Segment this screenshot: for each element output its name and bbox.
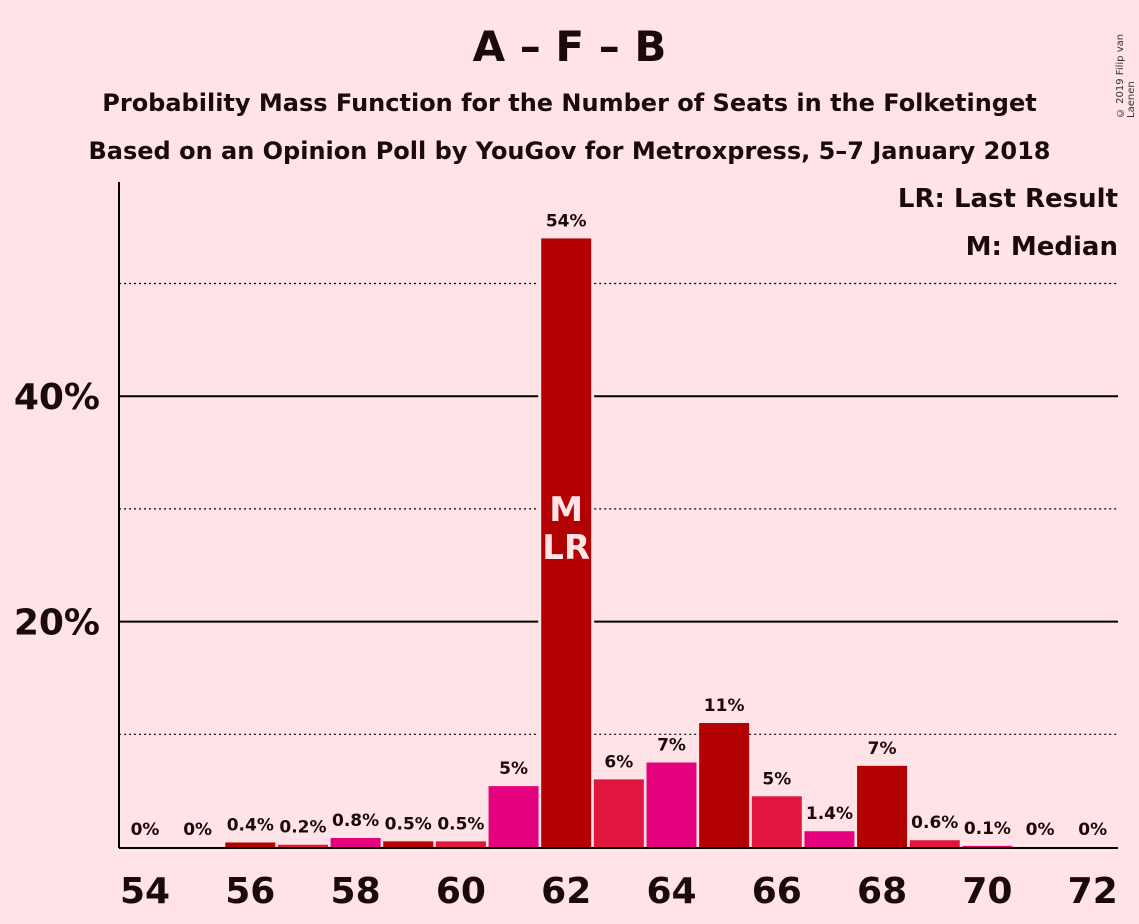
x-tick-label: 64 — [646, 871, 696, 912]
x-tick-label: 56 — [225, 871, 275, 912]
bar-value-label: 0.6% — [911, 813, 958, 833]
y-tick-label: 40% — [14, 377, 100, 418]
bar-value-label: 0.8% — [332, 811, 379, 831]
bar-value-label: 7% — [657, 735, 686, 755]
x-tick-label: 58 — [331, 871, 381, 912]
chart-title: A – F – B — [472, 22, 667, 71]
bar-value-label: 11% — [704, 696, 745, 716]
bar-value-label: 7% — [868, 739, 897, 759]
bar-value-label: 0% — [183, 820, 212, 840]
chart-subtitle-1: Probability Mass Function for the Number… — [102, 89, 1037, 117]
bar — [699, 723, 750, 847]
legend-median: M: Median — [965, 232, 1118, 262]
bar — [330, 837, 381, 847]
bar-value-label: 0.5% — [437, 814, 484, 834]
bar-value-label: 0.5% — [385, 814, 432, 834]
bar — [435, 841, 486, 847]
x-tick-label: 60 — [436, 871, 486, 912]
bar-value-label: 54% — [546, 211, 587, 231]
bar-value-label: 1.4% — [806, 804, 853, 824]
bar — [962, 845, 1013, 847]
bar — [593, 779, 644, 847]
bar — [909, 840, 960, 847]
x-tick-label: 68 — [857, 871, 907, 912]
bar-value-label: 0.4% — [227, 815, 274, 835]
bar — [541, 238, 592, 848]
x-tick-label: 54 — [120, 871, 170, 912]
bar-value-label: 0% — [1078, 820, 1107, 840]
median-marker: M — [549, 490, 583, 530]
bar-value-label: 0.2% — [279, 818, 326, 838]
bar-value-label: 0% — [1026, 820, 1055, 840]
bar-value-label: 5% — [762, 769, 791, 789]
last-result-marker: LR — [542, 528, 590, 568]
y-tick-label: 20% — [14, 603, 100, 644]
x-tick-label: 72 — [1068, 871, 1118, 912]
bar — [277, 844, 328, 847]
x-tick-label: 66 — [752, 871, 802, 912]
x-tick-label: 62 — [541, 871, 591, 912]
bar — [225, 842, 276, 847]
bar-value-label: 0.1% — [964, 819, 1011, 839]
bar — [751, 796, 802, 847]
legend-last-result: LR: Last Result — [897, 184, 1118, 214]
bar — [646, 762, 697, 847]
bar-value-label: 0% — [131, 820, 160, 840]
x-tick-label: 70 — [962, 871, 1012, 912]
chart-subtitle-2: Based on an Opinion Poll by YouGov for M… — [88, 137, 1051, 165]
bar-value-label: 6% — [604, 752, 633, 772]
bar — [804, 831, 855, 847]
bar — [857, 765, 908, 847]
bar-value-label: 5% — [499, 759, 528, 779]
bar — [488, 786, 539, 847]
bar — [383, 841, 434, 847]
